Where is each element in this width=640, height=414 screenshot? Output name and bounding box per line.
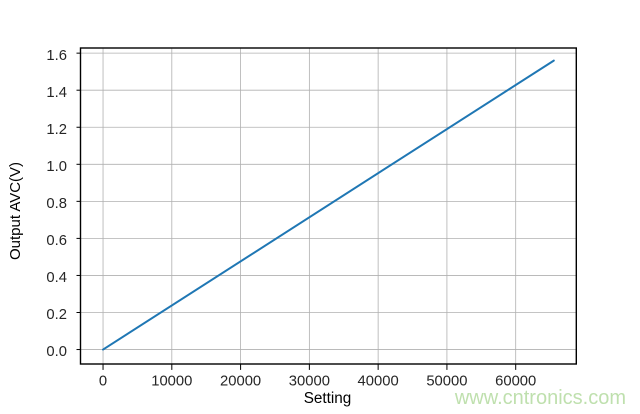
svg-text:10000: 10000	[151, 374, 192, 390]
svg-text:0.8: 0.8	[46, 196, 67, 212]
svg-text:Output AVC(V): Output AVC(V)	[7, 162, 24, 260]
svg-text:1.4: 1.4	[46, 85, 67, 101]
svg-text:20000: 20000	[220, 374, 261, 390]
svg-text:30000: 30000	[289, 374, 330, 390]
svg-text:Setting: Setting	[304, 390, 352, 407]
svg-text:1.6: 1.6	[46, 48, 67, 64]
svg-text:1.2: 1.2	[46, 122, 67, 138]
svg-text:40000: 40000	[358, 374, 399, 390]
svg-text:1.0: 1.0	[46, 159, 67, 175]
svg-text:0.6: 0.6	[46, 233, 67, 249]
svg-text:0.4: 0.4	[46, 270, 67, 286]
svg-text:0: 0	[99, 374, 107, 390]
svg-text:0.2: 0.2	[46, 307, 67, 323]
svg-text:0.0: 0.0	[46, 344, 67, 360]
svg-text:www.cntronics.com: www.cntronics.com	[454, 387, 626, 409]
